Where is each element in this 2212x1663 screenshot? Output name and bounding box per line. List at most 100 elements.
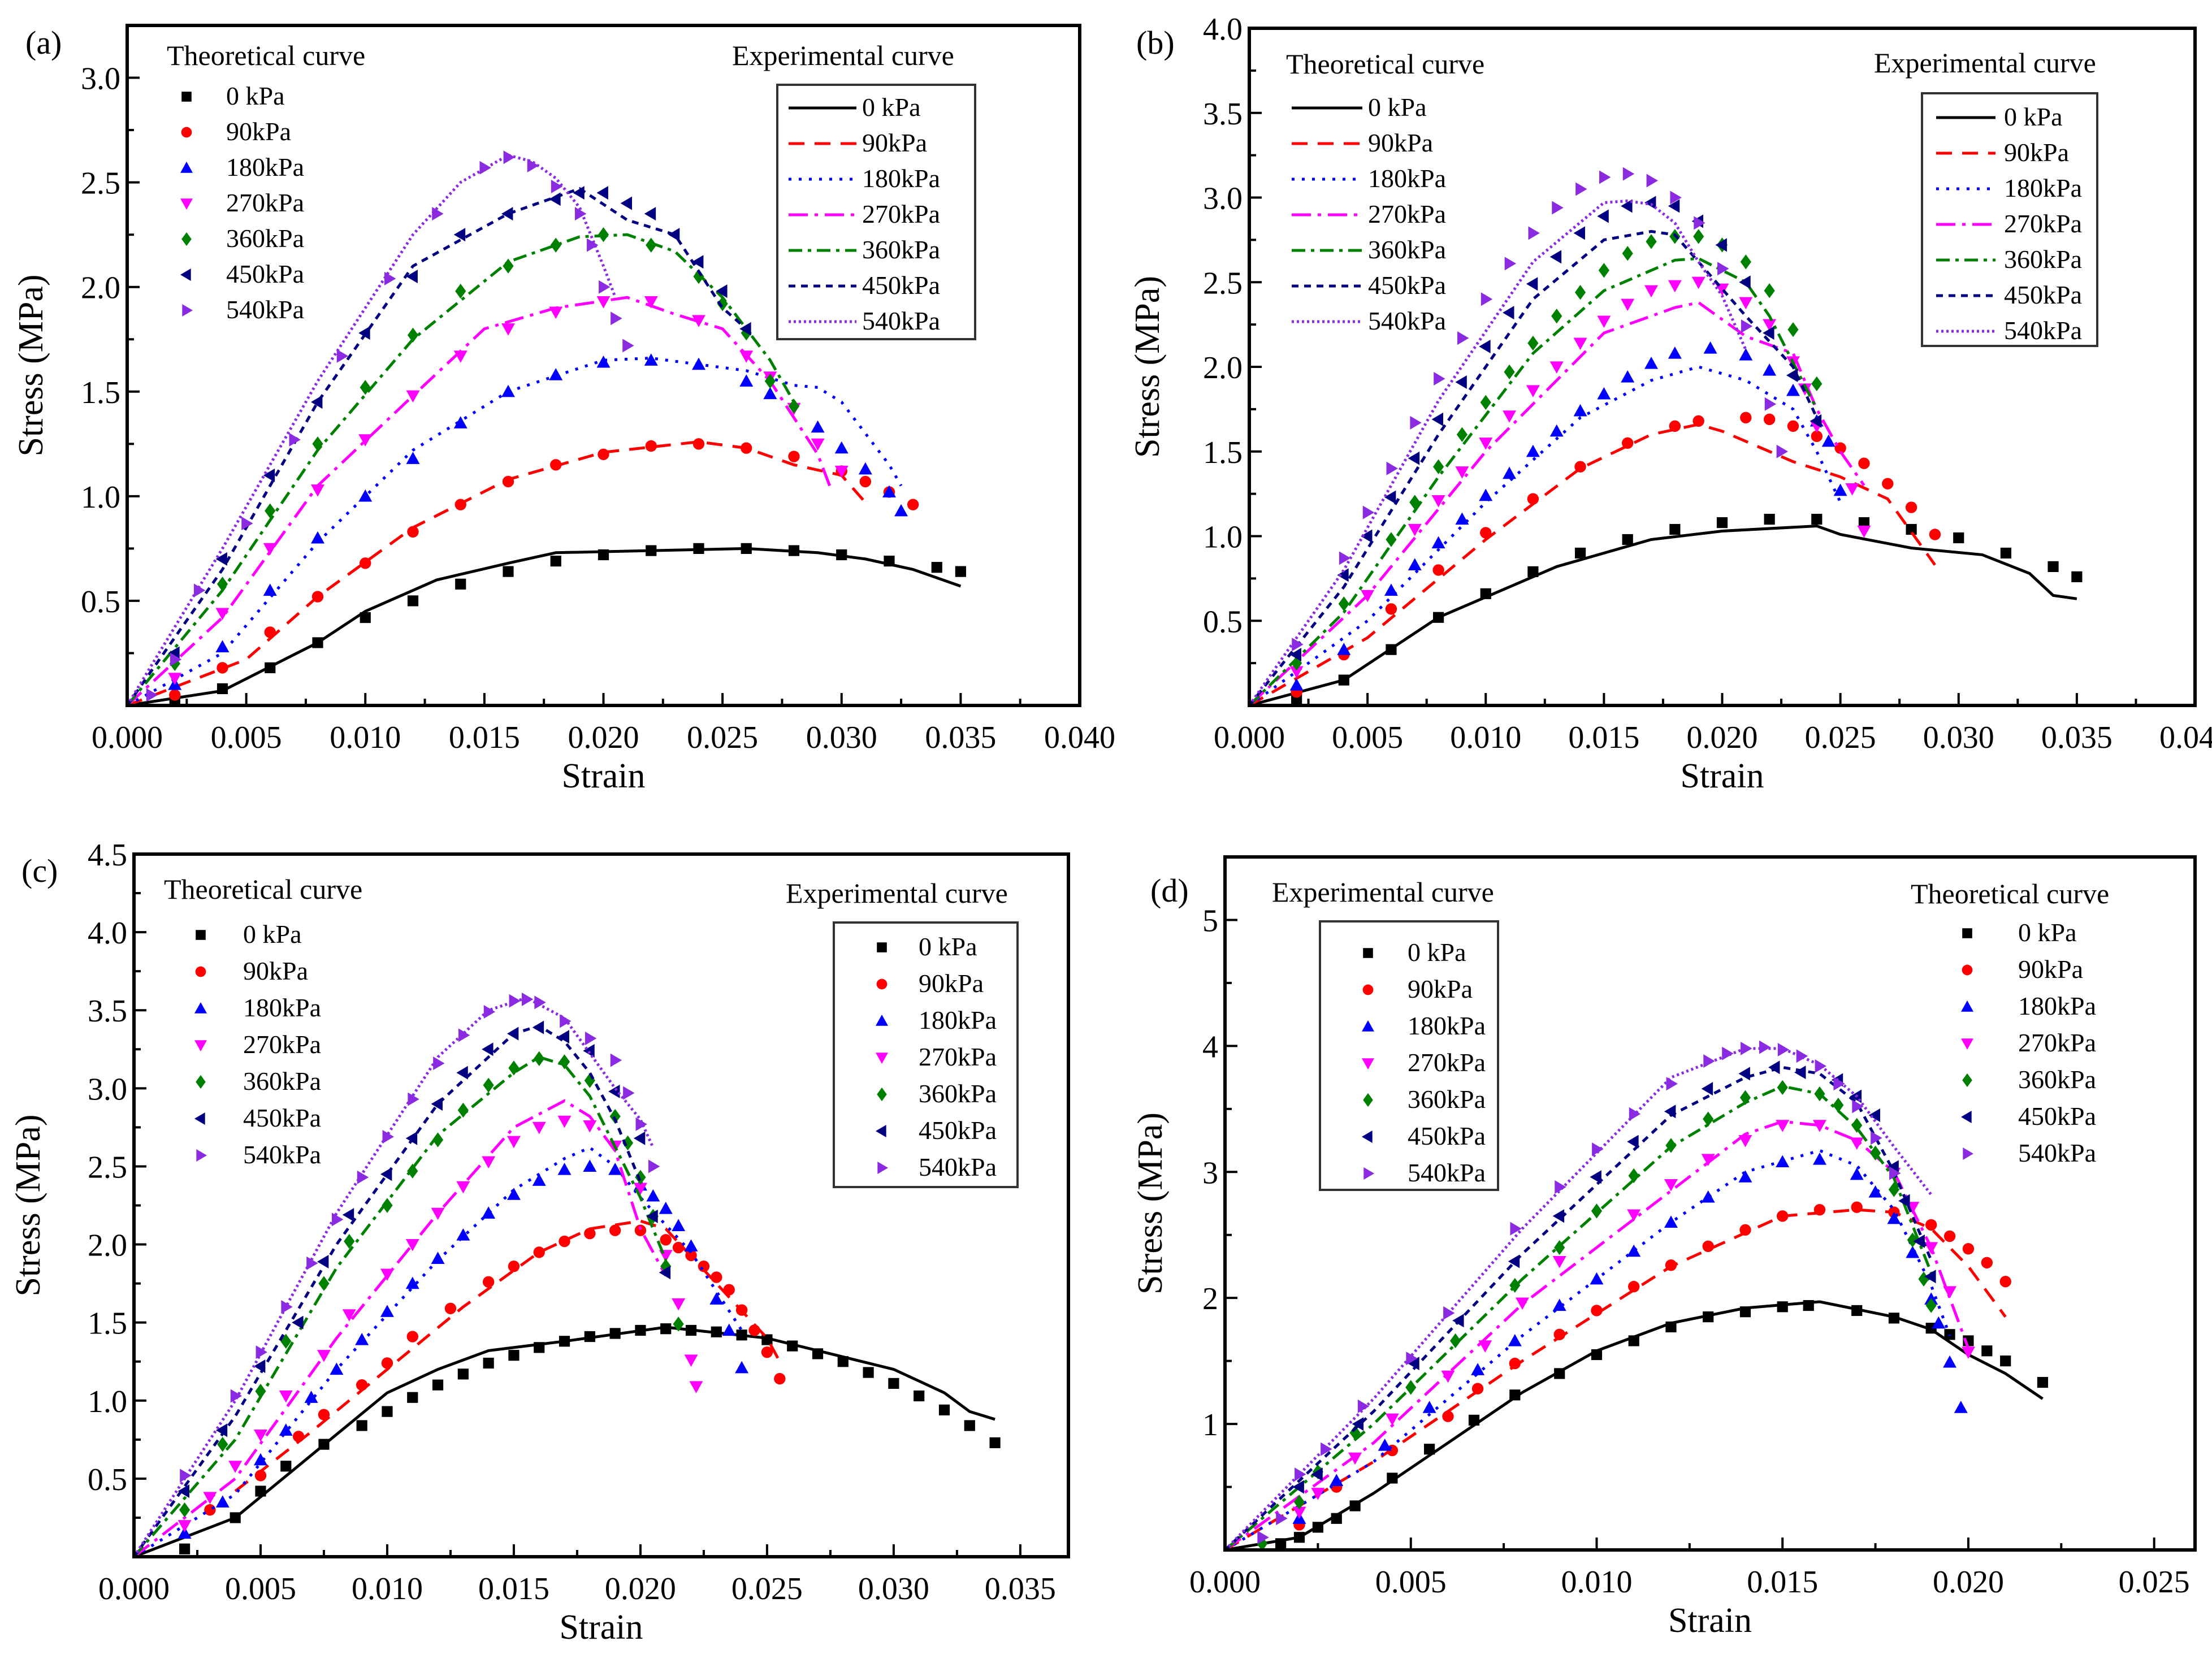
data-point-3 <box>684 1354 698 1367</box>
data-point-0 <box>1509 1389 1521 1401</box>
data-point-2 <box>684 1239 698 1251</box>
y-axis-label: Stress (MPa) <box>9 1114 47 1296</box>
data-point-2 <box>1552 1298 1566 1311</box>
data-point-6 <box>289 432 301 447</box>
data-point-2 <box>501 384 515 397</box>
data-point-6 <box>574 207 587 221</box>
x-tick-label: 0.015 <box>1568 720 1639 755</box>
x-tick-label: 0.030 <box>1923 720 1994 755</box>
curve-5 <box>127 187 747 705</box>
data-point-1 <box>692 438 705 450</box>
data-point-0 <box>1906 523 1917 535</box>
data-point-2 <box>709 1292 724 1305</box>
data-point-2 <box>646 1189 660 1202</box>
y-axis-label: Stress (MPa) <box>1131 1112 1170 1294</box>
data-point-0 <box>1777 1301 1788 1313</box>
data-point-1 <box>1925 1219 1937 1231</box>
data-point-3 <box>263 543 277 556</box>
data-point-0 <box>598 549 609 561</box>
plot-frame <box>1248 27 2197 707</box>
data-point-5 <box>644 207 656 221</box>
data-point-2 <box>549 368 563 380</box>
data-point-5 <box>1361 529 1373 543</box>
data-point-2 <box>1664 1215 1678 1228</box>
data-point-4 <box>1433 459 1444 474</box>
y-tick-label: 0.5 <box>81 584 120 620</box>
data-point-2 <box>1337 643 1351 655</box>
data-point-3 <box>1573 337 1587 350</box>
data-point-4 <box>1622 246 1633 261</box>
data-point-5 <box>1924 1270 1936 1284</box>
data-point-5 <box>1868 1108 1880 1122</box>
data-point-0 <box>1386 644 1397 655</box>
data-point-4 <box>534 1051 545 1067</box>
data-point-4 <box>217 577 228 592</box>
data-point-1 <box>217 662 228 674</box>
x-tick-label: 0.000 <box>1214 720 1285 755</box>
data-point-6 <box>1852 1099 1864 1114</box>
data-point-5 <box>1292 1480 1304 1494</box>
data-point-3 <box>358 434 373 447</box>
data-point-4 <box>1405 1380 1417 1395</box>
legend-title: Theoretical curve <box>164 873 362 905</box>
data-point-6 <box>1777 1043 1790 1057</box>
data-point-5 <box>1597 209 1609 223</box>
data-point-5 <box>608 1084 620 1098</box>
data-point-5 <box>549 192 561 206</box>
data-point-5 <box>583 1044 595 1058</box>
data-point-3 <box>633 1183 647 1196</box>
data-point-4 <box>1409 495 1421 510</box>
x-tick-label: 0.000 <box>98 1571 170 1606</box>
data-point-1 <box>1882 478 1894 490</box>
data-point-0 <box>1527 566 1539 577</box>
data-point-0 <box>635 1324 646 1336</box>
data-point-6 <box>1722 1046 1734 1060</box>
data-point-6 <box>503 150 515 164</box>
data-point-3 <box>1478 1340 1492 1353</box>
legend-entry-label: 0 kPa <box>862 93 921 122</box>
data-point-0 <box>836 549 847 561</box>
data-point-5 <box>311 395 323 409</box>
data-point-1 <box>311 591 324 603</box>
data-point-1 <box>482 1276 495 1288</box>
legend-entry-label: 540kPa <box>1408 1158 1486 1187</box>
data-point-3 <box>1776 1120 1790 1132</box>
y-axis-label: Stress (MPa) <box>12 274 50 456</box>
data-point-0 <box>1622 534 1633 545</box>
data-point-2 <box>1850 1167 1864 1180</box>
data-point-6 <box>560 1014 572 1028</box>
data-point-0 <box>1312 1522 1323 1533</box>
legend-marker-triangle-left-icon <box>1362 1131 1373 1143</box>
curve-5 <box>1249 229 1819 705</box>
curve-4 <box>1249 257 1819 705</box>
legend-entry-label: 180kPa <box>919 1006 997 1034</box>
legend-entry-label: 540kPa <box>2018 1138 2096 1167</box>
data-point-2 <box>253 1453 267 1466</box>
data-point-1 <box>1432 564 1444 576</box>
data-point-1 <box>1858 457 1870 469</box>
panel-label: (d) <box>1150 872 1189 909</box>
data-point-0 <box>457 1368 469 1380</box>
legend-entry-label: 540kPa <box>2004 316 2082 345</box>
legend-entry-label: 90kPa <box>1408 975 1473 1003</box>
legend-marker-diamond-icon <box>1363 1093 1373 1107</box>
data-point-0 <box>1591 1349 1603 1361</box>
data-point-5 <box>1352 1417 1364 1431</box>
plot-area <box>127 150 966 705</box>
data-point-4 <box>1480 395 1491 410</box>
data-point-4 <box>457 1102 469 1118</box>
data-point-3 <box>431 1207 445 1220</box>
legend-marker-triangle-up-icon <box>1961 1001 1973 1012</box>
data-point-3 <box>1664 1179 1678 1192</box>
data-point-5 <box>178 1484 189 1498</box>
data-point-2 <box>739 374 754 387</box>
data-point-1 <box>292 1431 305 1443</box>
data-point-2 <box>453 416 467 428</box>
data-point-6 <box>1321 1442 1332 1456</box>
x-tick-label: 0.030 <box>806 720 877 755</box>
data-point-3 <box>1515 1297 1529 1310</box>
data-point-1 <box>1574 461 1586 473</box>
data-point-0 <box>1554 1368 1565 1379</box>
chart-panel-a: 0.000 0.005 0.010 0.015 0.020 0.025 0.030 0.035… <box>12 24 1115 795</box>
data-point-2 <box>557 1162 572 1175</box>
